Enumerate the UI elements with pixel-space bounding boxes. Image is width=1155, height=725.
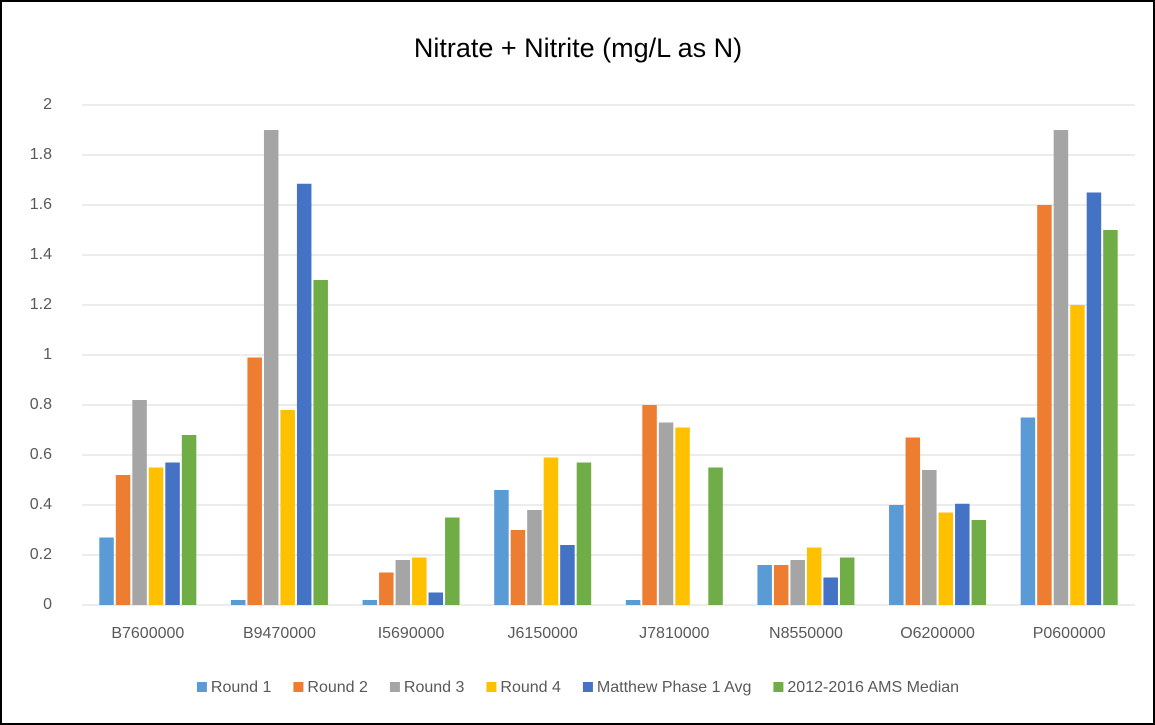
legend-label: Matthew Phase 1 Avg — [597, 679, 751, 696]
bar — [839, 557, 855, 605]
bar — [148, 467, 164, 605]
legend-swatch — [196, 682, 207, 692]
bar — [1020, 417, 1036, 605]
bar — [625, 600, 641, 605]
chart-title: Nitrate + Nitrite (mg/L as N) — [414, 33, 742, 63]
bar — [230, 600, 246, 605]
bar — [494, 490, 509, 605]
legend-label: 2012-2016 AMS Median — [787, 679, 959, 696]
x-tick-label: I5690000 — [378, 625, 445, 642]
bar — [889, 505, 904, 605]
x-tick-label: N8550000 — [769, 625, 843, 642]
y-tick-label: 0.4 — [30, 496, 52, 513]
bar — [1037, 205, 1052, 605]
bar — [445, 517, 460, 605]
bar — [412, 557, 427, 605]
legend-label: Round 2 — [307, 679, 368, 696]
y-tick-label: 0 — [43, 596, 52, 613]
bar — [971, 520, 987, 605]
bar — [576, 462, 592, 605]
bar — [823, 577, 838, 605]
bar — [1053, 130, 1069, 605]
legend-swatch — [486, 682, 497, 692]
legend-swatch — [389, 682, 400, 692]
x-tick-label: O6200000 — [900, 625, 975, 642]
bar — [1103, 230, 1118, 605]
bar — [115, 475, 131, 605]
bar — [428, 592, 444, 605]
bar — [675, 427, 690, 605]
bar — [543, 457, 559, 605]
y-tick-label: 2 — [43, 96, 52, 113]
legend-label: Round 4 — [500, 679, 561, 696]
y-tick-label: 1 — [43, 346, 52, 363]
bar — [938, 512, 954, 605]
x-tick-label: J6150000 — [508, 625, 578, 642]
bar — [922, 470, 937, 605]
y-tick-label: 0.2 — [30, 546, 52, 563]
y-tick-label: 0.8 — [30, 396, 52, 413]
legend-swatch — [773, 682, 784, 692]
y-tick-label: 1.2 — [30, 296, 52, 313]
bar — [1086, 192, 1102, 605]
bar — [181, 435, 197, 605]
bar — [280, 410, 295, 605]
x-tick-label: B9470000 — [243, 625, 316, 642]
bar — [708, 467, 723, 605]
legend-label: Round 1 — [211, 679, 272, 696]
y-tick-label: 1.6 — [30, 196, 52, 213]
bar — [296, 183, 312, 605]
bar — [313, 280, 328, 605]
bar — [165, 462, 180, 605]
bar — [362, 600, 378, 605]
bar — [806, 547, 822, 605]
bar — [99, 537, 114, 605]
bar — [773, 565, 789, 605]
bar — [757, 565, 772, 605]
bar — [905, 437, 921, 605]
legend-swatch — [582, 682, 593, 692]
bar — [132, 400, 147, 605]
y-tick-label: 0.6 — [30, 446, 52, 463]
bar — [1070, 305, 1085, 605]
y-tick-label: 1.4 — [30, 246, 52, 263]
bar — [510, 530, 526, 605]
y-tick-label: 1.8 — [30, 146, 52, 163]
bar — [642, 405, 657, 605]
x-tick-label: J7810000 — [639, 625, 709, 642]
bar — [395, 560, 411, 605]
bar — [560, 545, 575, 605]
legend-label: Round 3 — [404, 679, 465, 696]
legend-swatch — [293, 682, 304, 692]
bar — [790, 560, 805, 605]
bar — [658, 422, 674, 605]
x-tick-label: B7600000 — [111, 625, 184, 642]
x-tick-label: P0600000 — [1033, 625, 1106, 642]
bar — [955, 503, 970, 605]
bar — [247, 357, 262, 605]
bar — [527, 510, 542, 605]
bar — [379, 572, 394, 605]
bar — [263, 130, 279, 605]
